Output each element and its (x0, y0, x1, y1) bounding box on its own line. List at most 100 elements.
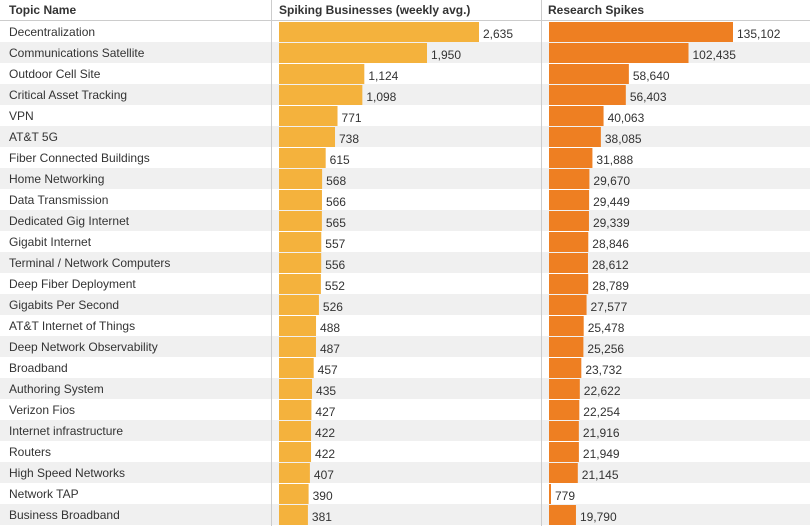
spiking-businesses-bar[interactable] (279, 400, 312, 420)
research-spikes-bar[interactable] (549, 421, 579, 441)
row-background (0, 378, 810, 399)
topic-name-label: Decentralization (9, 25, 95, 39)
table-row[interactable]: Terminal / Network Computers 556 28,612 (9, 253, 629, 273)
header-spiking-businesses[interactable]: Spiking Businesses (weekly avg.) (279, 3, 470, 17)
header-topic-name[interactable]: Topic Name (9, 3, 76, 17)
spiking-businesses-bar[interactable] (279, 232, 322, 252)
table-row[interactable]: Communications Satellite 1,950 102,435 (9, 43, 736, 63)
table-row[interactable]: Decentralization 2,635 135,102 (9, 22, 781, 42)
research-spikes-bar[interactable] (549, 43, 689, 63)
research-spikes-bar[interactable] (549, 106, 604, 126)
research-spikes-bar[interactable] (549, 127, 601, 147)
spiking-businesses-bar[interactable] (279, 127, 336, 147)
research-spikes-bar[interactable] (549, 295, 587, 315)
spiking-businesses-bar[interactable] (279, 211, 322, 231)
research-spikes-bar[interactable] (549, 274, 589, 294)
research-spikes-value: 29,449 (593, 195, 630, 209)
research-spikes-bar[interactable] (549, 358, 582, 378)
table-row[interactable]: VPN 771 40,063 (9, 106, 645, 126)
spiking-businesses-value: 2,635 (483, 27, 513, 41)
research-spikes-bar[interactable] (549, 211, 589, 231)
topic-name-label: Outdoor Cell Site (9, 67, 101, 81)
spiking-businesses-value: 526 (323, 300, 343, 314)
research-spikes-bar[interactable] (549, 316, 584, 336)
row-background (0, 462, 810, 483)
table-row[interactable]: Critical Asset Tracking 1,098 56,403 (9, 85, 667, 105)
table-row[interactable]: Internet infrastructure 422 21,916 (9, 421, 620, 441)
research-spikes-value: 28,612 (592, 258, 629, 272)
spiking-businesses-bar[interactable] (279, 190, 322, 210)
table-row[interactable]: Dedicated Gig Internet 565 29,339 (9, 211, 630, 231)
research-spikes-bar[interactable] (549, 85, 626, 105)
spiking-businesses-bar[interactable] (279, 148, 326, 168)
row-background (0, 294, 810, 315)
table-row[interactable]: AT&T 5G 738 38,085 (9, 127, 642, 147)
research-spikes-value: 31,888 (596, 153, 633, 167)
spiking-businesses-bar[interactable] (279, 421, 312, 441)
table-row[interactable]: Gigabit Internet 557 28,846 (9, 232, 629, 252)
table-row[interactable]: Broadband 457 23,732 (9, 358, 622, 378)
spiking-businesses-bar[interactable] (279, 295, 319, 315)
table-row[interactable]: Authoring System 435 22,622 (9, 379, 621, 399)
research-spikes-bar[interactable] (549, 463, 578, 483)
topic-name-label: VPN (9, 109, 34, 123)
table-row[interactable]: Verizon Fios 427 22,254 (9, 400, 620, 420)
research-spikes-value: 58,640 (633, 69, 670, 83)
research-spikes-bar[interactable] (549, 64, 629, 84)
spiking-businesses-value: 457 (318, 363, 338, 377)
research-spikes-bar[interactable] (549, 337, 584, 357)
table-row[interactable]: Gigabits Per Second 526 27,577 (9, 295, 628, 315)
spiking-businesses-bar[interactable] (279, 169, 323, 189)
spiking-businesses-bar[interactable] (279, 274, 321, 294)
topic-name-label: Home Networking (9, 172, 104, 186)
spiking-businesses-bar[interactable] (279, 505, 308, 525)
table-row[interactable]: Fiber Connected Buildings 615 31,888 (9, 148, 633, 168)
spiking-businesses-bar[interactable] (279, 463, 310, 483)
research-spikes-bar[interactable] (549, 169, 590, 189)
table-row[interactable]: High Speed Networks 407 21,145 (9, 463, 619, 483)
spiking-businesses-bar[interactable] (279, 85, 363, 105)
row-background (0, 420, 810, 441)
research-spikes-bar[interactable] (549, 22, 733, 42)
research-spikes-value: 27,577 (591, 300, 628, 314)
spiking-businesses-bar[interactable] (279, 337, 316, 357)
table-row[interactable]: Deep Network Observability 487 25,256 (9, 337, 624, 357)
research-spikes-bar[interactable] (549, 442, 579, 462)
table-row[interactable]: Outdoor Cell Site 1,124 58,640 (9, 64, 670, 84)
research-spikes-value: 22,254 (583, 405, 620, 419)
header-research-spikes[interactable]: Research Spikes (548, 3, 644, 17)
spiking-businesses-bar[interactable] (279, 379, 313, 399)
spiking-businesses-value: 488 (320, 321, 340, 335)
table-row[interactable]: Routers 422 21,949 (9, 442, 620, 462)
spiking-businesses-bar[interactable] (279, 316, 317, 336)
research-spikes-bar[interactable] (549, 190, 590, 210)
research-spikes-value: 21,145 (582, 468, 619, 482)
table-row[interactable]: AT&T Internet of Things 488 25,478 (9, 316, 625, 336)
research-spikes-bar[interactable] (549, 400, 580, 420)
table-row[interactable]: Network TAP 390 779 (9, 484, 575, 504)
spiking-businesses-bar[interactable] (279, 442, 312, 462)
research-spikes-bar[interactable] (549, 148, 593, 168)
spiking-businesses-bar[interactable] (279, 253, 322, 273)
spiking-businesses-bar[interactable] (279, 43, 428, 63)
spiking-businesses-bar[interactable] (279, 64, 365, 84)
spiking-businesses-bar[interactable] (279, 106, 338, 126)
research-spikes-bar[interactable] (549, 505, 576, 525)
table-row[interactable]: Home Networking 568 29,670 (9, 169, 630, 189)
research-spikes-bar[interactable] (549, 379, 580, 399)
table-row[interactable]: Deep Fiber Deployment 552 28,789 (9, 274, 629, 294)
spiking-businesses-value: 771 (342, 111, 362, 125)
spiking-businesses-bar[interactable] (279, 22, 479, 42)
spiking-businesses-bar[interactable] (279, 484, 309, 504)
spiking-businesses-value: 390 (313, 489, 333, 503)
research-spikes-value: 19,790 (580, 510, 617, 524)
research-spikes-bar[interactable] (549, 484, 551, 504)
table-row[interactable]: Business Broadband 381 19,790 (9, 505, 617, 525)
research-spikes-bar[interactable] (549, 253, 588, 273)
spiking-businesses-bar[interactable] (279, 358, 314, 378)
spiking-businesses-value: 1,950 (431, 48, 461, 62)
research-spikes-bar[interactable] (549, 232, 589, 252)
spiking-businesses-value: 381 (312, 510, 332, 524)
research-spikes-value: 25,478 (588, 321, 625, 335)
table-row[interactable]: Data Transmission 566 29,449 (9, 190, 630, 210)
